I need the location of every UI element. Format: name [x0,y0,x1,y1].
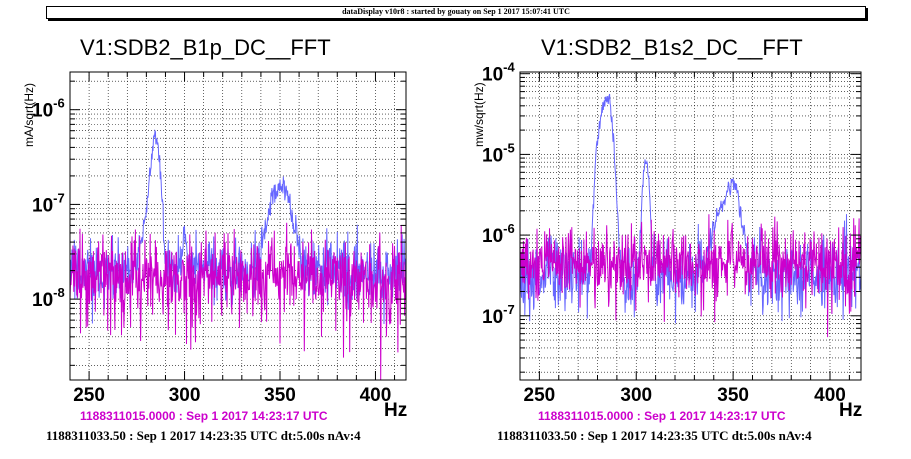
x-tick-label: 400 [814,385,846,406]
panel-title-left: V1:SDB2_B1p_DC__FFT [80,35,331,60]
x-tick-label: 300 [620,385,652,406]
y-axis-label: mw/sqrt(Hz) [472,82,486,147]
plot-frame [69,71,407,381]
x-tick-label: 250 [524,385,556,406]
trace-reference [70,222,406,380]
y-tick-label: 10-8 [32,285,65,311]
x-axis-label: Hz [384,400,407,421]
current-timestamp-left: 1188311033.50 : Sep 1 2017 14:23:35 UTC … [46,428,361,443]
y-tick-label: 10-4 [482,60,515,86]
header-bar: dataDisplay v10r8 : started by gouaty on… [46,6,866,19]
x-axis-label: Hz [839,400,862,421]
trace-reference [520,214,861,338]
plot-frame [519,71,862,381]
x-tick-label: 350 [717,385,749,406]
x-tick-label: 400 [360,385,392,406]
y-tick-label: 10-7 [32,190,65,216]
x-tick-label: 300 [169,385,201,406]
y-tick-label: 10-6 [32,96,65,122]
panel-title-right: V1:SDB2_B1s2_DC__FFT [541,35,803,60]
x-tick-label: 250 [73,385,105,406]
y-axis-label: mA/sqrt(Hz) [22,83,36,147]
reference-timestamp-left: 1188311015.0000 : Sep 1 2017 14:23:17 UT… [80,409,328,423]
y-tick-label: 10-6 [482,221,515,247]
y-tick-label: 10-7 [482,302,515,328]
x-tick-label: 350 [264,385,296,406]
trace-current [520,93,861,324]
current-timestamp-right: 1188311033.50 : Sep 1 2017 14:23:35 UTC … [497,428,812,443]
y-tick-label: 10-5 [482,140,515,166]
header-title: dataDisplay v10r8 : started by gouaty on… [342,7,570,16]
reference-timestamp-right: 1188311015.0000 : Sep 1 2017 14:23:17 UT… [538,409,786,423]
